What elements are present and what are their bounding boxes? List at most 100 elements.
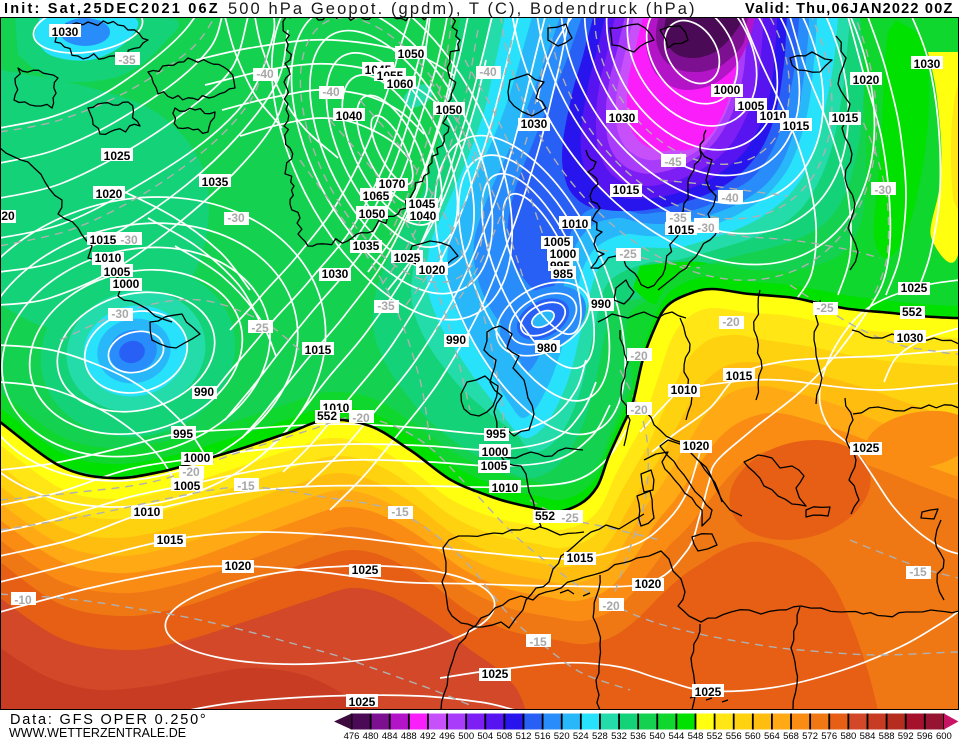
- svg-text:1035: 1035: [353, 239, 380, 253]
- svg-text:480: 480: [363, 731, 379, 741]
- svg-text:1005: 1005: [544, 235, 571, 249]
- svg-text:Valid: Thu,06JAN2022 00Z: Valid: Thu,06JAN2022 00Z: [745, 1, 954, 17]
- svg-text:1015: 1015: [567, 551, 594, 565]
- svg-text:1030: 1030: [914, 57, 941, 71]
- svg-text:995: 995: [173, 427, 193, 441]
- svg-text:-20: -20: [630, 403, 648, 417]
- svg-text:1010: 1010: [95, 251, 122, 265]
- svg-text:-25: -25: [619, 247, 637, 261]
- svg-text:1015: 1015: [157, 533, 184, 547]
- svg-text:990: 990: [194, 385, 214, 399]
- svg-text:536: 536: [630, 731, 646, 741]
- svg-text:985: 985: [553, 267, 573, 281]
- svg-text:1025: 1025: [352, 563, 379, 577]
- svg-text:1015: 1015: [832, 111, 859, 125]
- svg-text:1010: 1010: [134, 505, 161, 519]
- svg-text:552: 552: [317, 409, 337, 423]
- svg-text:-10: -10: [14, 593, 32, 607]
- svg-text:564: 564: [764, 731, 780, 741]
- svg-text:520: 520: [554, 731, 570, 741]
- svg-text:488: 488: [401, 731, 417, 741]
- svg-text:1025: 1025: [853, 441, 880, 455]
- svg-text:516: 516: [535, 731, 551, 741]
- svg-text:1020: 1020: [419, 263, 446, 277]
- svg-text:1045: 1045: [409, 197, 436, 211]
- svg-text:504: 504: [477, 731, 493, 741]
- svg-text:-20: -20: [352, 411, 370, 425]
- svg-text:508: 508: [496, 731, 512, 741]
- svg-text:1010: 1010: [562, 217, 589, 231]
- svg-text:-35: -35: [377, 299, 395, 313]
- svg-text:568: 568: [783, 731, 799, 741]
- svg-text:1000: 1000: [714, 83, 741, 97]
- svg-text:1020: 1020: [96, 187, 123, 201]
- svg-text:-25: -25: [251, 321, 269, 335]
- svg-text:-15: -15: [391, 505, 409, 519]
- svg-text:552: 552: [535, 509, 555, 523]
- svg-text:20: 20: [1, 209, 15, 223]
- svg-text:1005: 1005: [104, 265, 131, 279]
- svg-text:1030: 1030: [52, 25, 79, 39]
- svg-text:-15: -15: [529, 635, 547, 649]
- svg-text:1060: 1060: [387, 77, 414, 91]
- svg-text:-20: -20: [630, 349, 648, 363]
- svg-text:1000: 1000: [482, 445, 509, 459]
- svg-text:576: 576: [821, 731, 837, 741]
- svg-text:1050: 1050: [436, 103, 463, 117]
- svg-text:1030: 1030: [322, 267, 349, 281]
- svg-text:544: 544: [668, 731, 684, 741]
- svg-text:1000: 1000: [184, 451, 211, 465]
- svg-text:995: 995: [486, 427, 506, 441]
- svg-text:548: 548: [688, 731, 704, 741]
- svg-text:588: 588: [879, 731, 895, 741]
- svg-text:1030: 1030: [609, 111, 636, 125]
- svg-text:1005: 1005: [738, 99, 765, 113]
- svg-text:476: 476: [344, 731, 360, 741]
- svg-text:-35: -35: [669, 211, 687, 225]
- svg-text:1025: 1025: [349, 695, 376, 709]
- svg-text:-35: -35: [118, 53, 136, 67]
- svg-text:-30: -30: [120, 233, 138, 247]
- svg-text:1025: 1025: [482, 667, 509, 681]
- svg-text:1005: 1005: [174, 479, 201, 493]
- svg-text:-25: -25: [816, 301, 834, 315]
- svg-text:1025: 1025: [394, 251, 421, 265]
- svg-text:584: 584: [860, 731, 876, 741]
- svg-text:484: 484: [382, 731, 398, 741]
- svg-text:552: 552: [902, 305, 922, 319]
- svg-text:1040: 1040: [336, 109, 363, 123]
- svg-text:-40: -40: [322, 85, 340, 99]
- svg-text:524: 524: [573, 731, 589, 741]
- svg-text:1035: 1035: [202, 175, 229, 189]
- svg-text:496: 496: [439, 731, 455, 741]
- svg-text:-40: -40: [256, 67, 274, 81]
- svg-text:980: 980: [537, 341, 557, 355]
- svg-text:-40: -40: [479, 65, 497, 79]
- svg-text:-30: -30: [227, 211, 245, 225]
- svg-text:1020: 1020: [683, 439, 710, 453]
- svg-text:1010: 1010: [671, 383, 698, 397]
- svg-text:1015: 1015: [90, 233, 117, 247]
- svg-text:1050: 1050: [398, 47, 425, 61]
- svg-text:990: 990: [591, 297, 611, 311]
- svg-text:-20: -20: [182, 465, 200, 479]
- svg-text:556: 556: [726, 731, 742, 741]
- svg-text:1015: 1015: [668, 223, 695, 237]
- svg-text:1015: 1015: [783, 119, 810, 133]
- svg-text:-30: -30: [874, 183, 892, 197]
- svg-text:580: 580: [840, 731, 856, 741]
- svg-text:-45: -45: [664, 155, 682, 169]
- svg-text:-25: -25: [561, 511, 579, 525]
- svg-text:Init: Sat,25DEC2021 06Z: Init: Sat,25DEC2021 06Z: [4, 1, 220, 17]
- svg-text:1015: 1015: [726, 369, 753, 383]
- svg-text:540: 540: [649, 731, 665, 741]
- svg-text:1030: 1030: [897, 331, 924, 345]
- svg-text:552: 552: [707, 731, 723, 741]
- svg-text:512: 512: [516, 731, 532, 741]
- svg-text:500: 500: [458, 731, 474, 741]
- svg-text:572: 572: [802, 731, 818, 741]
- svg-text:1005: 1005: [481, 459, 508, 473]
- svg-text:-30: -30: [697, 221, 715, 235]
- svg-text:560: 560: [745, 731, 761, 741]
- svg-text:1030: 1030: [521, 117, 548, 131]
